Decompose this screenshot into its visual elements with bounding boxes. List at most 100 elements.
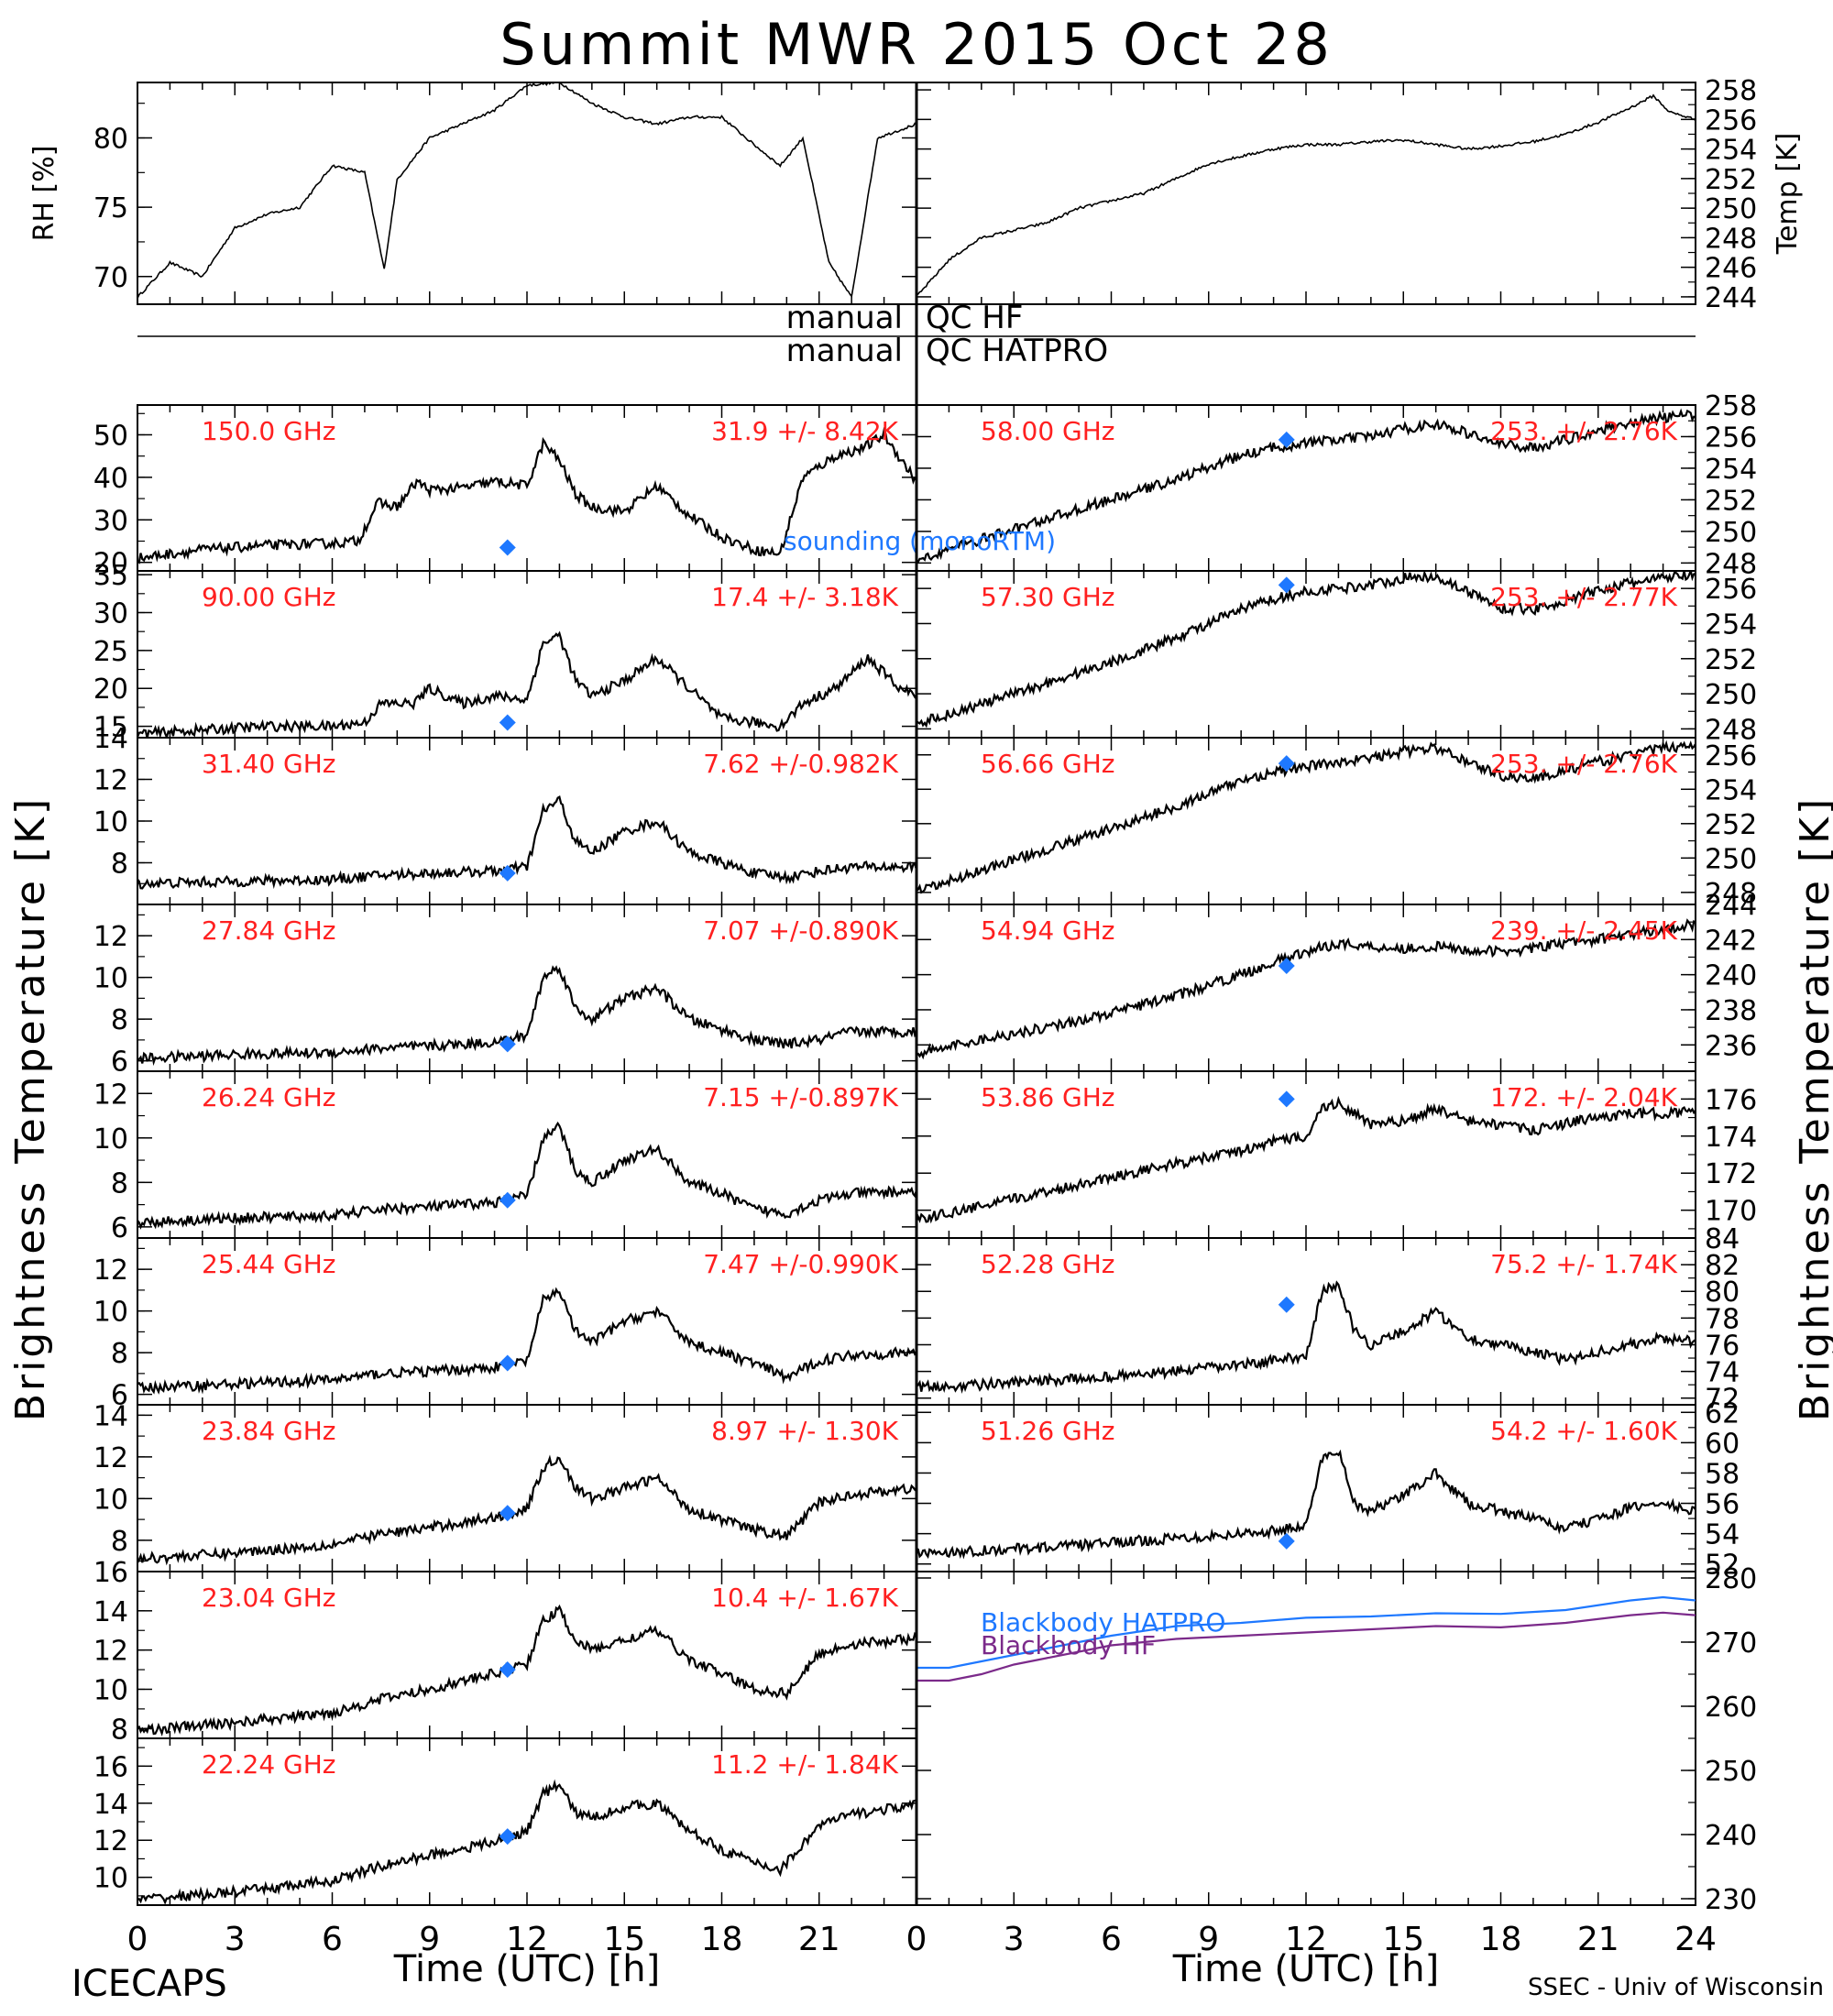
- qc-hf-left-label: manual: [786, 300, 903, 336]
- y-tick-label: 82: [1705, 1250, 1740, 1282]
- channel-stats: 75.2 +/- 1.74K: [1490, 1249, 1677, 1279]
- panel-rh: 70 75 80 RH [%]: [28, 82, 917, 305]
- panel-blackbody: 230 240 250 260 270 280 Blackbody HATPROBlackb…: [916, 1563, 1757, 1916]
- y-tick-label: 176: [1705, 1084, 1757, 1116]
- y-tick-label: 240: [1705, 1820, 1757, 1852]
- y-tick-label: 248: [1705, 548, 1757, 580]
- channel-label: 58.00 GHz: [981, 416, 1115, 446]
- panel-ch2224: 10 12 14 16 22.24 GHz 11.2 +/- 1.84K: [93, 1737, 917, 1906]
- panel-ch2304: 8 10 12 14 16 23.04 GHz 10.4 +/- 1.67K: [93, 1557, 917, 1746]
- y-tick-label: 12: [93, 1825, 128, 1857]
- y-tick-label: 258: [1705, 390, 1757, 422]
- y-tick-label: 8: [111, 1167, 128, 1200]
- y-tick-label: 258: [1705, 75, 1757, 107]
- y-tick-label: 72: [1705, 1384, 1740, 1416]
- series-line-ch5800: [916, 408, 1696, 564]
- y-tick-label: 75: [93, 192, 128, 225]
- x-tick-label: 18: [1480, 1921, 1522, 1958]
- y-tick-label: 12: [93, 765, 128, 797]
- sounding-marker: [499, 1354, 516, 1372]
- series-line-ch5126: [916, 1449, 1696, 1560]
- channel-stats: 7.47 +/-0.990K: [703, 1249, 898, 1279]
- y-tick-label: 240: [1705, 960, 1757, 992]
- x-tick-label: 0: [127, 1921, 148, 1958]
- y-tick-label: 252: [1705, 485, 1757, 517]
- x-tick-label: 21: [1577, 1921, 1619, 1958]
- x-tick-label: 15: [603, 1921, 645, 1958]
- y-tick-label: 10: [93, 963, 128, 995]
- y-tick-label: 238: [1705, 995, 1757, 1027]
- y-tick-label: 236: [1705, 1030, 1757, 1062]
- y-tick-label: 250: [1705, 193, 1757, 225]
- panel-ch2624: 6 8 10 12 26.24 GHz 7.15 +/-0.897K: [93, 1070, 917, 1244]
- x-tick-label: 3: [225, 1921, 246, 1958]
- legend-label: Blackbody HF: [981, 1630, 1156, 1660]
- y-tick-label: 250: [1705, 679, 1757, 711]
- x-tick-label: 0: [906, 1921, 927, 1958]
- y-tick-label: 10: [93, 1297, 128, 1329]
- y-tick-label: 52: [1705, 1550, 1740, 1582]
- y-tick-label: 254: [1705, 774, 1757, 806]
- x-tick-label: 15: [1382, 1921, 1424, 1958]
- y-tick-label: 280: [1705, 1563, 1757, 1595]
- y-tick-label: 250: [1705, 517, 1757, 549]
- channel-label: 54.94 GHz: [981, 915, 1115, 946]
- channel-stats: 11.2 +/- 1.84K: [711, 1749, 898, 1780]
- x-tick-label: 9: [1198, 1921, 1219, 1958]
- y-tick-label: 30: [93, 598, 128, 630]
- x-tick-label: 9: [419, 1921, 440, 1958]
- sounding-marker: [1278, 1090, 1295, 1108]
- series-line-ch5494: [916, 918, 1696, 1060]
- channel-stats: 7.15 +/-0.897K: [703, 1082, 898, 1112]
- y-tick-label: 25: [93, 636, 128, 668]
- x-tick-label: 12: [506, 1921, 548, 1958]
- channel-label: 27.84 GHz: [202, 915, 336, 946]
- sounding-marker: [499, 539, 516, 556]
- series-line-ch5228: [916, 1280, 1696, 1395]
- y-tick-label: 12: [93, 1255, 128, 1287]
- channel-label: 23.04 GHz: [202, 1583, 336, 1613]
- y-tick-label: 78: [1705, 1303, 1740, 1335]
- panel-ch3140: 8 10 12 14 31.40 GHz 7.62 +/-0.982K: [93, 723, 917, 905]
- y-tick-label: 76: [1705, 1330, 1740, 1362]
- qc-hatpro-left-label: manual: [786, 333, 903, 369]
- channel-stats: 172. +/- 2.04K: [1490, 1082, 1677, 1112]
- channel-stats: 239. +/- 2.45K: [1490, 915, 1677, 946]
- y-tick-label: 244: [1705, 282, 1757, 314]
- channel-label: 51.26 GHz: [981, 1416, 1115, 1446]
- y-tick-label: 8: [111, 1714, 128, 1746]
- channel-label: 53.86 GHz: [981, 1082, 1115, 1112]
- series-line-blackbody-hatpro: [916, 1595, 1696, 1670]
- y-tick-label: 8: [111, 849, 128, 881]
- channel-label: 22.24 GHz: [202, 1749, 336, 1780]
- series-line-blackbody-hf: [916, 1611, 1696, 1682]
- y-tick-label: 14: [93, 1400, 128, 1432]
- x-tick-label: 18: [701, 1921, 743, 1958]
- y-tick-label: 252: [1705, 809, 1757, 841]
- sounding-marker: [1278, 431, 1295, 448]
- channel-label: 31.40 GHz: [202, 749, 336, 779]
- y-tick-label: 12: [93, 1079, 128, 1111]
- sounding-marker: [499, 1505, 516, 1522]
- channel-stats: 253. +/- 2.76K: [1490, 416, 1677, 446]
- y-tick-label: 50: [93, 420, 128, 452]
- y-tick-label: 10: [93, 1123, 128, 1156]
- figure-title: Summit MWR 2015 Oct 28: [499, 11, 1334, 78]
- channel-stats: 54.2 +/- 1.60K: [1490, 1416, 1677, 1446]
- channel-label: 90.00 GHz: [202, 582, 336, 612]
- x-axis-title-right: Time (UTC) [h]: [1172, 1948, 1439, 1990]
- y-tick-label: 248: [1705, 714, 1757, 746]
- y-tick-label: 10: [93, 1863, 128, 1895]
- sounding-marker: [1278, 1532, 1295, 1550]
- y-tick-label: 10: [93, 1674, 128, 1706]
- series-line-ch2544: [137, 1287, 916, 1395]
- channel-stats: 31.9 +/- 8.42K: [711, 416, 898, 446]
- y-tick-label: 8: [111, 1338, 128, 1370]
- y-tick-label: 14: [93, 723, 128, 755]
- y-tick-label: 254: [1705, 135, 1757, 167]
